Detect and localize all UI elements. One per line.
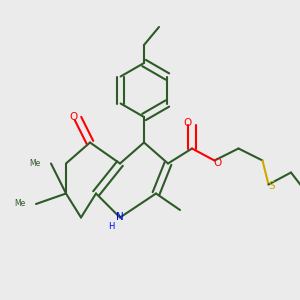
- Text: Me: Me: [14, 200, 26, 208]
- Text: O: O: [69, 112, 78, 122]
- Text: H: H: [108, 222, 115, 231]
- Text: Me: Me: [29, 159, 40, 168]
- Text: O: O: [183, 118, 192, 128]
- Text: S: S: [268, 181, 275, 191]
- Text: O: O: [213, 158, 222, 169]
- Text: N: N: [116, 212, 124, 223]
